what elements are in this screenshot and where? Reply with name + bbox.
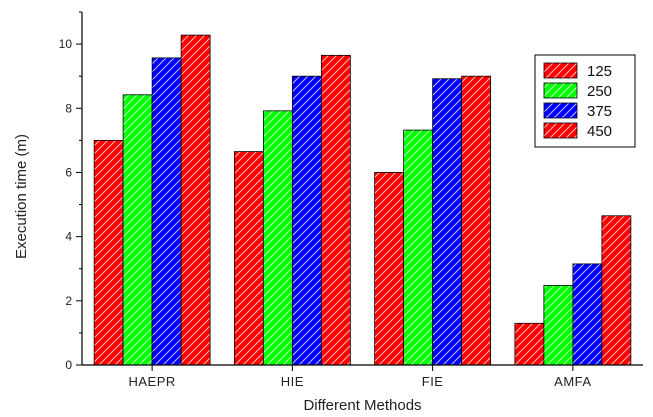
x-axis-title: Different Methods bbox=[303, 397, 421, 414]
bar-hie-375 bbox=[291, 75, 322, 366]
y-axis-title: Execution time (m) bbox=[13, 134, 30, 259]
x-tick-label: AMFA bbox=[554, 374, 591, 389]
bar-amfa-250 bbox=[543, 285, 574, 366]
x-tick-label: HAEPR bbox=[128, 374, 175, 389]
bar-fie-375 bbox=[432, 78, 463, 366]
y-tick-label: 10 bbox=[59, 37, 73, 51]
y-ticks: 0 2 4 6 8 10 bbox=[59, 11, 82, 372]
legend-swatch-125 bbox=[543, 62, 578, 79]
legend-label-375: 375 bbox=[587, 103, 612, 120]
bar-fie-250 bbox=[403, 129, 434, 366]
legend-label-125: 125 bbox=[587, 63, 612, 80]
bar-haepr-125 bbox=[93, 139, 124, 366]
bar-amfa-450 bbox=[601, 215, 632, 366]
bar-fie-125 bbox=[374, 172, 405, 366]
legend-swatch-250 bbox=[543, 82, 578, 99]
bar-amfa-125 bbox=[514, 322, 545, 366]
y-tick-label: 4 bbox=[65, 230, 72, 244]
bar-hie-250 bbox=[262, 110, 293, 366]
bar-fie-450 bbox=[461, 75, 492, 366]
y-tick-label: 6 bbox=[65, 165, 72, 179]
bar-haepr-450 bbox=[180, 34, 211, 366]
x-ticks: HAEPR HIE FIE AMFA bbox=[128, 365, 591, 389]
bar-haepr-250 bbox=[122, 94, 153, 366]
y-tick-label: 2 bbox=[65, 294, 72, 308]
bar-haepr-375 bbox=[151, 57, 182, 366]
legend-label-450: 450 bbox=[587, 123, 612, 140]
bar-hie-450 bbox=[320, 54, 351, 366]
legend-swatch-375 bbox=[543, 102, 578, 119]
legend-swatch-450 bbox=[543, 122, 578, 139]
y-tick-label: 0 bbox=[65, 358, 72, 372]
bar-amfa-375 bbox=[572, 263, 603, 366]
legend-label-250: 250 bbox=[587, 83, 612, 100]
bar-hie-125 bbox=[233, 151, 264, 366]
plot-area bbox=[93, 34, 632, 366]
legend: 125 250 375 450 bbox=[534, 54, 636, 148]
x-tick-label: HIE bbox=[281, 374, 304, 389]
x-tick-label: FIE bbox=[422, 374, 444, 389]
y-tick-label: 8 bbox=[65, 101, 72, 115]
